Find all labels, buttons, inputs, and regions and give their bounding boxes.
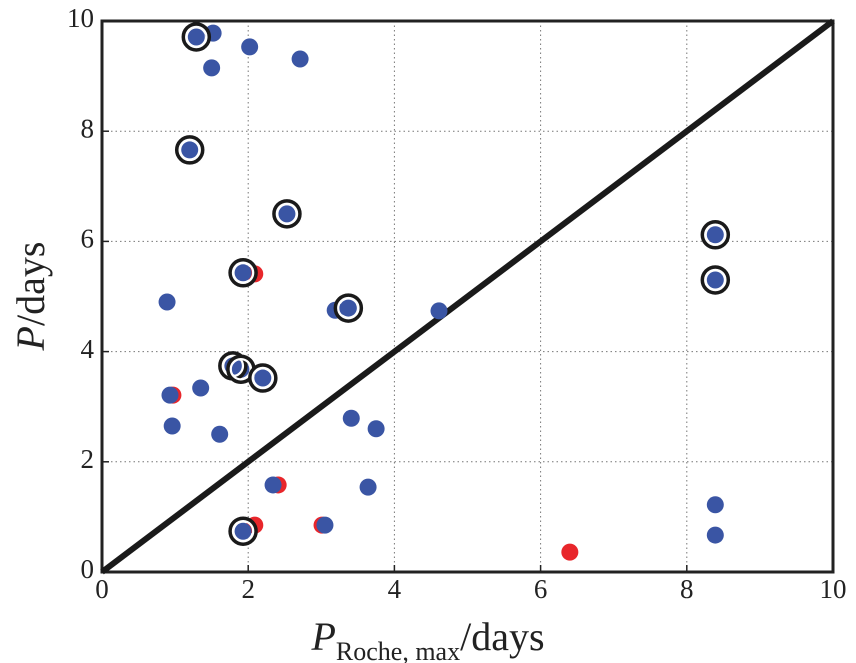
marker-ring bbox=[248, 363, 278, 393]
marker-ring bbox=[272, 199, 302, 229]
point bbox=[203, 59, 221, 77]
point bbox=[211, 425, 229, 443]
marker-ring bbox=[174, 135, 205, 165]
x-label-unit: /days bbox=[460, 614, 544, 659]
point bbox=[161, 386, 179, 404]
marker-ring-gap bbox=[336, 296, 361, 321]
marker-ring-gap bbox=[177, 137, 202, 162]
y-axis-label: P/days bbox=[8, 242, 53, 352]
y-tick-label: 2 bbox=[81, 444, 95, 474]
point bbox=[158, 293, 176, 311]
point bbox=[706, 496, 724, 514]
point bbox=[706, 226, 724, 244]
y-label-symbol: P bbox=[8, 326, 53, 351]
point bbox=[342, 409, 360, 427]
point bbox=[359, 478, 377, 496]
marker-ring bbox=[700, 220, 731, 250]
reference-line bbox=[100, 18, 835, 575]
marker-ring-gap bbox=[703, 267, 728, 292]
plot-frame bbox=[100, 19, 835, 574]
x-label-symbol: P bbox=[310, 614, 335, 659]
point bbox=[339, 299, 357, 317]
point bbox=[561, 543, 579, 561]
point bbox=[316, 516, 334, 534]
point bbox=[192, 379, 210, 397]
marker-ring bbox=[700, 265, 731, 295]
point bbox=[241, 38, 259, 56]
point bbox=[234, 264, 252, 282]
marker-ring-gap bbox=[703, 222, 728, 247]
marker-ring-gap bbox=[231, 260, 256, 285]
marker-ring bbox=[181, 22, 212, 52]
marker-ring bbox=[228, 258, 258, 288]
x-tick-label: 2 bbox=[241, 574, 255, 604]
point bbox=[181, 141, 199, 159]
marker-ring-gap bbox=[184, 24, 209, 49]
x-axis-label: PRoche, max/days bbox=[310, 614, 544, 663]
x-tick-label: 10 bbox=[820, 574, 847, 604]
point bbox=[187, 28, 205, 46]
point bbox=[706, 526, 724, 544]
y-tick-label: 10 bbox=[67, 3, 94, 33]
marker-ring-gap bbox=[231, 519, 256, 544]
marker-ring bbox=[228, 516, 258, 546]
y-tick-label: 4 bbox=[81, 334, 95, 364]
point bbox=[367, 420, 385, 438]
marker-ring-gap bbox=[250, 366, 275, 391]
point bbox=[254, 369, 272, 387]
point bbox=[234, 522, 252, 540]
point bbox=[291, 50, 309, 68]
point bbox=[278, 205, 296, 223]
point bbox=[264, 476, 282, 494]
x-tick-label: 8 bbox=[680, 574, 694, 604]
y-tick-label: 8 bbox=[81, 113, 95, 143]
x-tick-label: 0 bbox=[95, 574, 109, 604]
marker-ring-gap bbox=[274, 201, 299, 226]
point bbox=[163, 417, 181, 435]
marker-ring bbox=[333, 293, 364, 323]
point bbox=[706, 271, 724, 289]
y-tick-label: 0 bbox=[81, 554, 95, 584]
y-tick-label: 6 bbox=[81, 224, 95, 254]
x-tick-label: 4 bbox=[388, 574, 402, 604]
point bbox=[430, 302, 448, 320]
x-tick-label: 6 bbox=[534, 574, 548, 604]
y-label-unit: /days bbox=[8, 242, 53, 326]
x-label-subscript: Roche, max bbox=[336, 637, 460, 663]
